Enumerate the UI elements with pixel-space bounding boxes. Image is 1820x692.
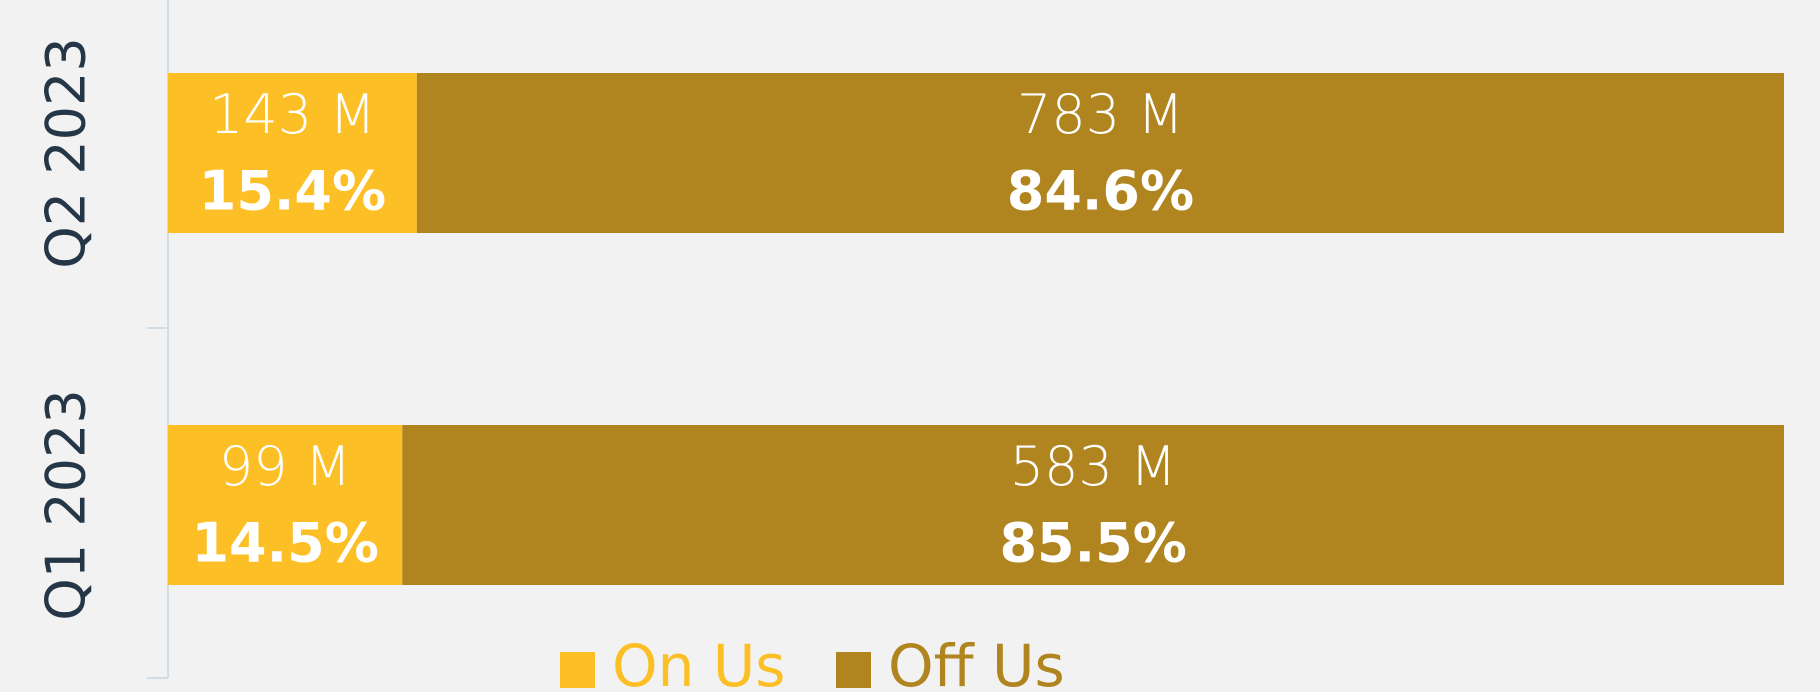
legend-label: Off Us [888, 632, 1065, 692]
bar-segment [416, 73, 1784, 233]
bar-segment [402, 425, 1784, 585]
percent-label: 14.5% [191, 512, 378, 575]
bar-segment [168, 73, 417, 233]
bar-segment [168, 425, 403, 585]
amount-label: 583 M [1010, 435, 1177, 498]
amount-label: 783 M [1017, 83, 1184, 146]
percent-label: 84.6% [1007, 160, 1194, 223]
amount-label: 99 M [219, 435, 351, 498]
legend-label: On Us [612, 632, 786, 692]
legend-swatch [836, 652, 871, 688]
amount-label: 143 M [209, 83, 376, 146]
percent-label: 15.4% [199, 160, 386, 223]
percent-label: 85.5% [999, 512, 1186, 575]
category-label: Q2 2023 [35, 37, 98, 268]
legend-swatch [560, 652, 595, 688]
category-label: Q1 2023 [35, 389, 98, 620]
